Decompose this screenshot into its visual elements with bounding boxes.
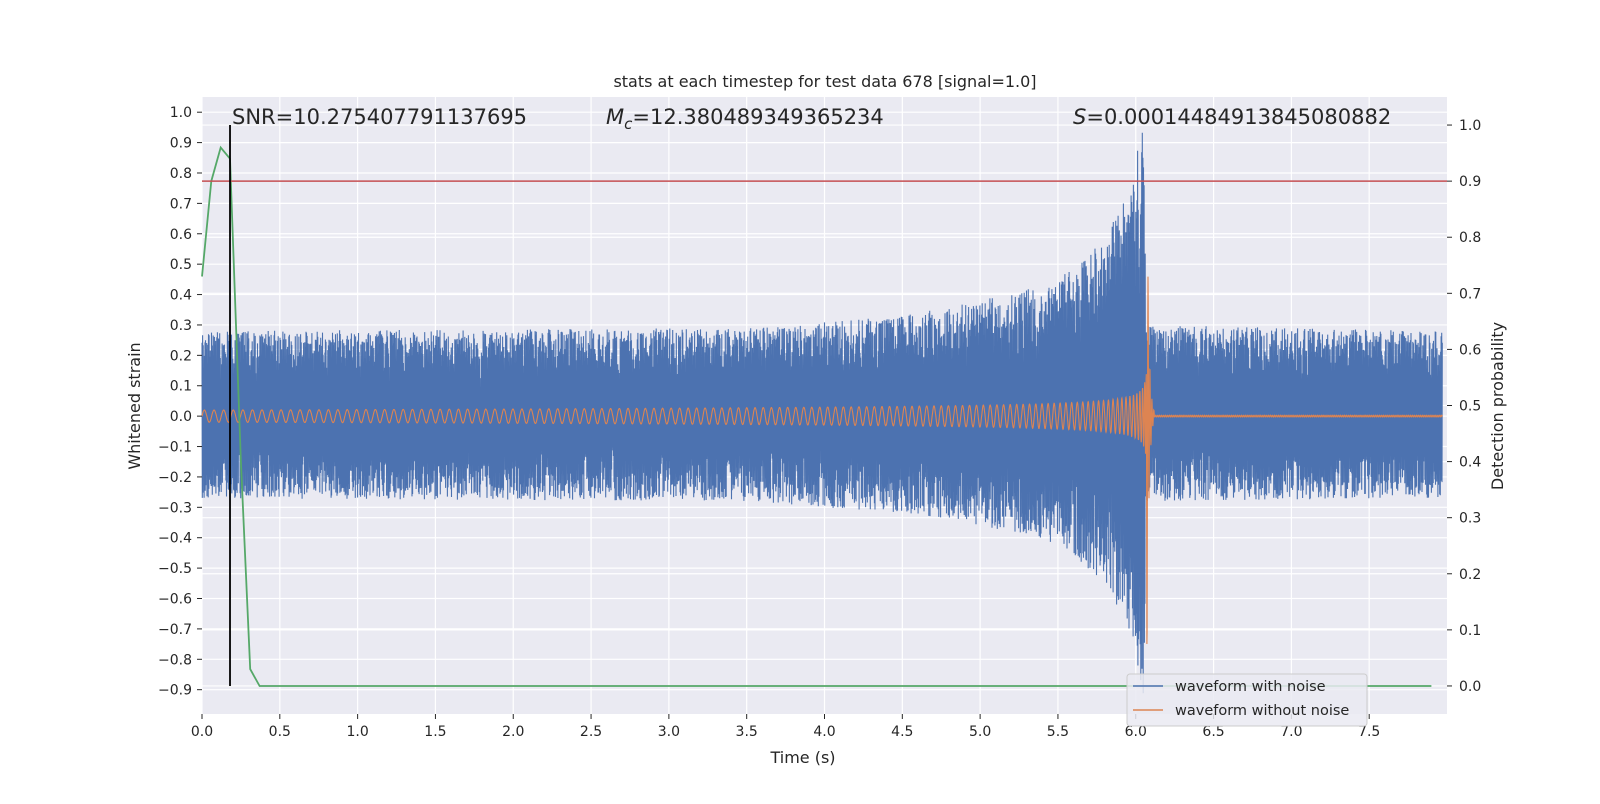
y-tick-label: −0.6 bbox=[158, 592, 192, 608]
x-tick-label: 1.5 bbox=[424, 724, 446, 740]
legend-label-clean: waveform without noise bbox=[1175, 703, 1349, 719]
y-tick-label: 0.4 bbox=[170, 288, 192, 304]
chart-title: stats at each timestep for test data 678… bbox=[613, 72, 1036, 91]
chirp-mass-value: =12.380489349365234 bbox=[632, 105, 883, 129]
y-right-axis-label: Detection probability bbox=[1488, 322, 1507, 490]
x-tick-label: 7.0 bbox=[1280, 724, 1302, 740]
y-tick-label: −0.4 bbox=[158, 531, 192, 547]
y-right-tick-label: 1.0 bbox=[1459, 118, 1481, 134]
legend-label-noise: waveform with noise bbox=[1175, 679, 1326, 695]
chirp-mass-subscript: c bbox=[624, 115, 633, 133]
y-tick-label: 0.6 bbox=[170, 227, 192, 243]
x-tick-label: 0.5 bbox=[269, 724, 291, 740]
x-tick-label: 1.0 bbox=[346, 724, 368, 740]
y-tick-label: 0.3 bbox=[170, 318, 192, 334]
y-right-tick-label: 0.4 bbox=[1459, 455, 1481, 471]
y-tick-label: −0.3 bbox=[158, 500, 192, 516]
y-tick-label: −0.9 bbox=[158, 683, 192, 699]
y-right-tick-label: 0.8 bbox=[1459, 230, 1481, 246]
series-line-waveform-without-noise bbox=[201, 276, 1443, 645]
snr-annotation: SNR=10.275407791137695 bbox=[232, 105, 527, 129]
y-tick-label: 0.2 bbox=[170, 348, 192, 364]
y-right-tick-label: 0.9 bbox=[1459, 174, 1481, 190]
chirp-mass-annotation: Mc=12.380489349365234 bbox=[606, 105, 884, 133]
y-right-tick-label: 0.6 bbox=[1459, 342, 1481, 358]
y-right-tick-label: 0.3 bbox=[1459, 511, 1481, 527]
legend: waveform with noise waveform without noi… bbox=[1126, 673, 1368, 727]
y-tick-label: 0.0 bbox=[170, 409, 192, 425]
y-tick-label: −0.2 bbox=[158, 470, 192, 486]
y-tick-label: 0.7 bbox=[170, 196, 192, 212]
y-tick-label: 0.1 bbox=[170, 379, 192, 395]
y-tick-label: 0.5 bbox=[170, 257, 192, 273]
x-tick-label: 2.0 bbox=[502, 724, 524, 740]
y-tick-label: −0.1 bbox=[158, 440, 192, 456]
series-layer bbox=[201, 132, 1443, 694]
x-tick-label: 4.0 bbox=[813, 724, 835, 740]
y-tick-label: 1.0 bbox=[170, 105, 192, 121]
axes-ticks: 0.0 0.5 1.0 1.5 2.0 2.5 3.0 3.5 4.0 4.5 5.0 5.5 6.0 6… bbox=[158, 105, 1481, 740]
y-right-tick-label: 0.7 bbox=[1459, 286, 1481, 302]
x-tick-label: 5.5 bbox=[1047, 724, 1069, 740]
reference-lines bbox=[202, 125, 1447, 686]
y-right-tick-label: 0.0 bbox=[1459, 679, 1481, 695]
x-tick-label: 5.0 bbox=[969, 724, 991, 740]
y-tick-label: −0.8 bbox=[158, 652, 192, 668]
y-axis-label: Whitened strain bbox=[125, 342, 144, 469]
y-tick-label: 0.9 bbox=[170, 136, 192, 152]
s-symbol: S bbox=[1073, 105, 1086, 129]
s-value: =0.00014484913845080882 bbox=[1086, 105, 1391, 129]
x-tick-label: 3.5 bbox=[736, 724, 758, 740]
x-tick-label: 6.5 bbox=[1202, 724, 1224, 740]
s-annotation: S=0.00014484913845080882 bbox=[1073, 105, 1391, 129]
series-line-waveform-with-noise bbox=[201, 132, 1443, 694]
x-tick-label: 2.5 bbox=[580, 724, 602, 740]
series-line-detection-probability bbox=[201, 145, 1432, 687]
x-tick-label: 7.5 bbox=[1358, 724, 1380, 740]
x-tick-label: 4.5 bbox=[891, 724, 913, 740]
chirp-mass-symbol: M bbox=[606, 105, 624, 129]
y-right-tick-label: 0.2 bbox=[1459, 567, 1481, 583]
x-axis-label: Time (s) bbox=[769, 748, 835, 767]
y-tick-label: −0.5 bbox=[158, 561, 192, 577]
y-right-tick-label: 0.5 bbox=[1459, 399, 1481, 415]
y-tick-label: −0.7 bbox=[158, 622, 192, 638]
x-tick-label: 3.0 bbox=[658, 724, 680, 740]
x-tick-label: 6.0 bbox=[1125, 724, 1147, 740]
x-tick-label: 0.0 bbox=[191, 724, 213, 740]
y-tick-label: 0.8 bbox=[170, 166, 192, 182]
legend-box bbox=[1126, 673, 1368, 727]
y-right-tick-label: 0.1 bbox=[1459, 623, 1481, 639]
